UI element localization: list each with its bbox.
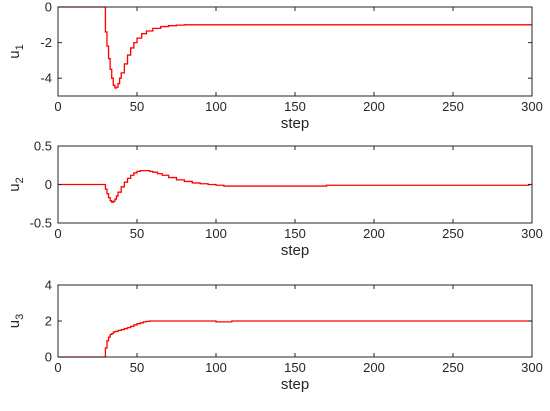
y-axis-label: u3 — [6, 314, 26, 328]
x-tick-label: 250 — [442, 360, 464, 375]
x-tick-label: 50 — [130, 99, 144, 114]
y-axis-label-base: u — [6, 183, 23, 191]
x-tick-label: 150 — [284, 226, 306, 241]
x-tick-label: 200 — [363, 360, 385, 375]
y-axis-label-base: u — [6, 50, 23, 58]
y-axis-label-subscript: 2 — [14, 177, 26, 183]
plot-area — [58, 7, 532, 96]
x-axis-label: step — [281, 242, 309, 259]
x-tick-label: 100 — [205, 99, 227, 114]
y-axis-label-subscript: 1 — [14, 44, 26, 50]
y-axis-label: u2 — [6, 177, 26, 191]
x-tick-label: 300 — [521, 99, 543, 114]
y-tick-label: 0 — [45, 177, 52, 192]
x-tick-label: 150 — [284, 360, 306, 375]
x-tick-label: 250 — [442, 226, 464, 241]
x-tick-label: 300 — [521, 360, 543, 375]
x-axis-label: step — [281, 376, 309, 393]
y-tick-label: -0.5 — [30, 216, 52, 231]
y-axis-label: u1 — [6, 44, 26, 58]
y-tick-label: -2 — [40, 35, 52, 50]
y-tick-label: 4 — [45, 278, 52, 293]
series-line — [58, 320, 532, 358]
series-line — [58, 6, 532, 89]
plot-area — [58, 146, 532, 223]
y-tick-label: 0.5 — [34, 139, 52, 154]
x-tick-label: 100 — [205, 360, 227, 375]
x-tick-label: 150 — [284, 99, 306, 114]
panel-1: 0 50 100 150 200 250 300 -4 -2 0 step u1 — [6, 0, 543, 132]
x-tick-label: 200 — [363, 226, 385, 241]
x-tick-label: 50 — [130, 360, 144, 375]
x-tick-label: 0 — [54, 226, 61, 241]
x-tick-label: 250 — [442, 99, 464, 114]
y-axis-label-subscript: 3 — [14, 314, 26, 320]
y-tick-label: 0 — [45, 350, 52, 365]
y-tick-label: -4 — [40, 71, 52, 86]
x-tick-label: 50 — [130, 226, 144, 241]
x-tick-label: 300 — [521, 226, 543, 241]
y-tick-label: 0 — [45, 0, 52, 15]
series-line — [58, 169, 532, 203]
x-tick-label: 200 — [363, 99, 385, 114]
x-tick-label: 0 — [54, 99, 61, 114]
x-tick-label: 100 — [205, 226, 227, 241]
x-tick-label: 0 — [54, 360, 61, 375]
y-axis-label-base: u — [6, 320, 23, 328]
y-tick-label: 2 — [45, 314, 52, 329]
x-axis-label: step — [281, 115, 309, 132]
panel-3: 0 50 100 150 200 250 300 0 2 4 step u3 — [6, 278, 543, 394]
